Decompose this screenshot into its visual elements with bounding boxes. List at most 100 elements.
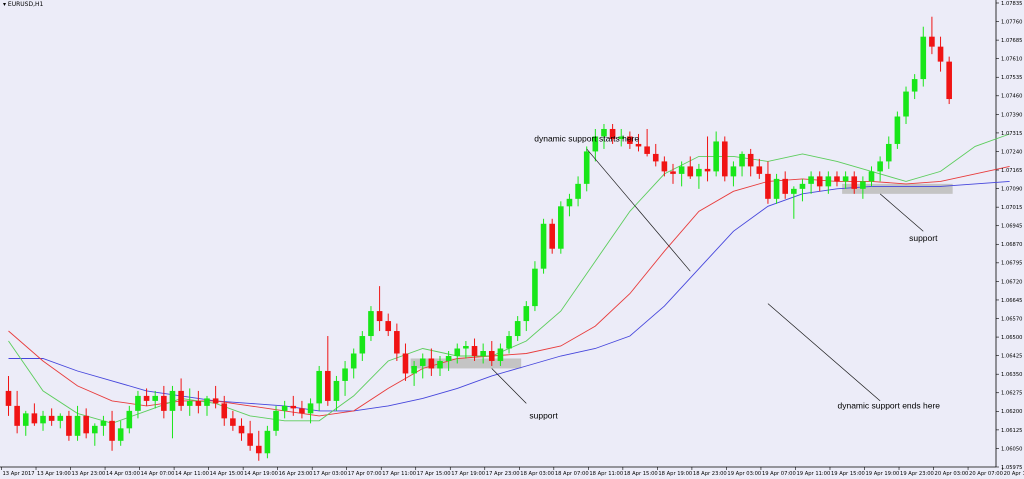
candle-bearish: [929, 36, 935, 47]
candle-bearish: [14, 405, 20, 426]
ma-line-slow: [8, 180, 1010, 412]
candle-bullish: [359, 336, 366, 354]
candle-bearish: [488, 351, 495, 361]
y-tick-label: 1.07315: [1001, 131, 1022, 137]
candle-bullish: [773, 178, 780, 199]
x-tick-label: 14 Apr 15:00: [210, 471, 244, 477]
x-tick-label: 17 Apr 03:00: [313, 471, 347, 477]
x-tick-label: 17 Apr 07:00: [348, 471, 382, 477]
candle-bearish: [704, 168, 711, 172]
candle-bullish: [696, 168, 702, 177]
candle-bearish: [195, 400, 202, 406]
candle-bullish: [523, 306, 530, 322]
y-tick-label: 1.07685: [1001, 38, 1022, 44]
candle-bearish: [290, 405, 297, 409]
candle-bearish: [635, 143, 642, 147]
candle-bearish: [5, 390, 12, 406]
candle-bullish: [333, 380, 340, 401]
x-tick-label: 19 Apr 23:00: [900, 471, 934, 477]
candle-bearish: [428, 358, 435, 369]
candle-bullish: [152, 395, 159, 401]
x-tick-label: 19 Apr 11:00: [796, 471, 830, 477]
candle-bearish: [178, 390, 184, 406]
candle-bearish: [48, 415, 55, 421]
candle-bearish: [661, 161, 668, 172]
candle-bearish: [627, 136, 633, 144]
candle-bullish: [273, 410, 279, 431]
candle-bearish: [221, 403, 228, 419]
candle-bearish: [816, 176, 823, 187]
ma-line-fast: [8, 133, 1010, 424]
x-tick-label: 18 Apr 15:00: [624, 471, 658, 477]
candle-bearish: [652, 153, 659, 162]
candle-bullish: [791, 188, 797, 194]
candle-bullish: [74, 415, 81, 436]
candle-bullish: [506, 336, 512, 349]
candle-bearish: [834, 176, 840, 182]
candle-bearish: [851, 176, 858, 189]
candle-bullish: [566, 198, 573, 207]
candle-bullish: [281, 405, 288, 411]
candle-bearish: [756, 166, 763, 174]
candle-bullish: [808, 176, 814, 184]
candle-bullish: [92, 425, 98, 434]
x-tick-label: 18 Apr 11:00: [589, 471, 623, 477]
candle-bearish: [385, 321, 392, 332]
annotation-label: support: [529, 410, 558, 420]
candle-bearish: [644, 146, 650, 154]
x-tick-label: 19 Apr 07:00: [762, 471, 796, 477]
annotation-pointer: [767, 303, 881, 402]
candle-bullish: [860, 181, 866, 189]
candle-bullish: [342, 368, 348, 381]
candle-bullish: [411, 365, 417, 374]
candle-bullish: [575, 183, 581, 199]
x-tick-label: 19 Apr 19:00: [866, 471, 900, 477]
candle-bullish: [117, 428, 124, 441]
y-tick-label: 1.06645: [1001, 298, 1022, 304]
candle-bullish: [169, 390, 176, 411]
y-tick-label: 1.06350: [1001, 372, 1022, 378]
x-tick-label: 16 Apr 23:00: [279, 471, 313, 477]
candle-bullish: [825, 176, 832, 187]
candle-bullish: [911, 79, 918, 92]
candle-bearish: [747, 153, 754, 167]
y-tick-label: 1.07165: [1001, 168, 1022, 174]
annotation-label: dynamic support ends here: [837, 400, 940, 410]
x-tick-label: 14 Apr 07:00: [141, 471, 175, 477]
y-tick-label: 1.06125: [1001, 428, 1022, 434]
candle-bearish: [238, 425, 245, 434]
candle-bullish: [57, 415, 64, 421]
x-tick-label: 18 Apr 23:00: [693, 471, 727, 477]
candle-bearish: [670, 171, 676, 174]
y-tick-label: 1.07390: [1001, 112, 1022, 118]
candle-bullish: [445, 355, 452, 361]
x-tick-label: 17 Apr 19:00: [451, 471, 485, 477]
candle-bearish: [394, 331, 400, 354]
y-tick-label: 1.06500: [1001, 335, 1022, 341]
candle-bullish: [540, 223, 547, 269]
candle-bullish: [368, 311, 374, 337]
candle-bullish: [885, 143, 892, 162]
y-tick-label: 1.06945: [1001, 224, 1022, 230]
candle-bullish: [497, 348, 504, 361]
candle-bullish: [480, 351, 486, 356]
x-tick-label: 13 Apr 2017: [3, 471, 35, 477]
y-tick-label: 1.06425: [1001, 354, 1022, 360]
y-tick-label: 1.06275: [1001, 391, 1022, 397]
candle-bullish: [100, 420, 107, 426]
y-tick-label: 1.07760: [1001, 19, 1022, 25]
x-tick-label: 17 Apr 11:00: [382, 471, 416, 477]
candle-bullish: [437, 360, 443, 369]
candle-bullish: [419, 358, 426, 366]
x-tick-label: 20 Apr 07:00: [969, 471, 1003, 477]
candle-bullish: [618, 136, 625, 139]
ma-line-mid: [8, 165, 1010, 417]
candle-bearish: [471, 346, 478, 356]
candle-bullish: [583, 151, 590, 184]
candle-bearish: [325, 370, 331, 401]
candle-bearish: [782, 178, 788, 194]
candle-bullish: [739, 153, 745, 167]
candle-bullish: [307, 403, 314, 414]
